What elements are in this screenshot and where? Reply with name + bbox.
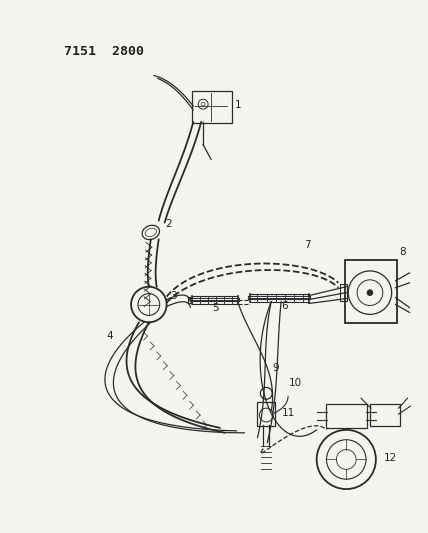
Text: 1: 1 <box>235 100 241 110</box>
Text: 4: 4 <box>107 331 113 341</box>
Text: 5: 5 <box>212 303 219 313</box>
Text: 6: 6 <box>281 302 288 311</box>
Text: 3: 3 <box>171 290 177 301</box>
Circle shape <box>367 290 373 296</box>
Text: 7151  2800: 7151 2800 <box>64 45 144 58</box>
Text: 2: 2 <box>166 219 172 229</box>
Text: 12: 12 <box>384 454 397 463</box>
Text: 7: 7 <box>304 240 310 250</box>
Text: 8: 8 <box>400 247 406 257</box>
Text: 11: 11 <box>282 408 295 418</box>
Text: 9: 9 <box>272 362 279 373</box>
Text: 10: 10 <box>289 378 302 389</box>
